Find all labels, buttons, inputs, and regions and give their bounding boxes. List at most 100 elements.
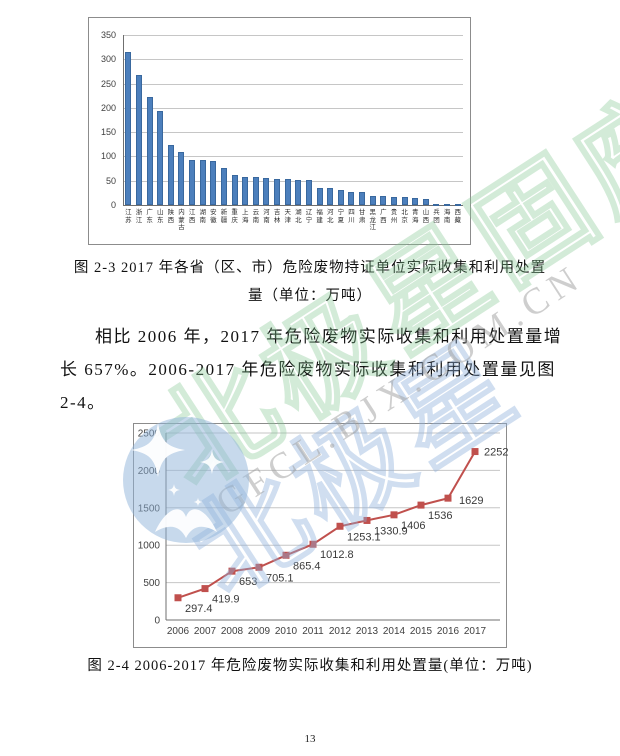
gridline xyxy=(123,107,463,109)
x-axis-label: 2017 xyxy=(464,626,487,637)
data-point-label: 1330.9 xyxy=(374,525,408,537)
data-point-label: 297.4 xyxy=(185,603,213,615)
bar xyxy=(316,188,323,205)
x-axis-label: 黑 龙 江 xyxy=(369,209,376,231)
data-point-marker xyxy=(336,522,344,530)
data-point-label: 1629 xyxy=(459,495,483,507)
data-point-marker xyxy=(417,501,425,509)
y-axis-label: 1000 xyxy=(138,541,161,552)
x-axis-label: 甘 肃 xyxy=(358,209,366,224)
x-axis-label: 2006 xyxy=(167,626,190,637)
x-axis-label: 2007 xyxy=(194,626,217,637)
bar xyxy=(231,175,238,205)
x-axis-label: 青 海 xyxy=(411,209,419,224)
x-axis-label: 贵 州 xyxy=(390,209,398,224)
bar xyxy=(220,167,227,205)
paragraph-line-3: 2-4。 xyxy=(60,393,106,412)
x-axis-label: 天 津 xyxy=(284,209,291,224)
bar xyxy=(401,197,408,205)
y-axis-label: 250 xyxy=(100,78,116,89)
figure-2-3-bar-chart: 0 50 100 150 200 250 300 350 江 苏浙 江广 东山 东陕 西内 蒙 … xyxy=(88,17,471,245)
bar xyxy=(444,203,451,206)
gridline xyxy=(123,59,463,61)
data-point-label: 865.4 xyxy=(293,560,321,572)
bar xyxy=(199,160,206,205)
figure-2-4-line-chart: 0 500 1000 1500 2000 2500 297.4 2006 419.9 2007 65… xyxy=(133,423,509,648)
x-axis-label: 2009 xyxy=(248,626,271,637)
bar xyxy=(337,190,344,205)
x-axis-label: 河 北 xyxy=(326,209,334,224)
y-axis-label: 0 xyxy=(154,616,160,627)
data-point-label: 1406 xyxy=(401,520,425,532)
x-axis-label: 2013 xyxy=(356,626,379,637)
data-point-marker xyxy=(363,516,371,524)
bar xyxy=(327,188,334,205)
bar-chart-plot-area: 0 50 100 150 200 250 300 350 江 苏浙 江广 东山 东陕 西内 蒙 … xyxy=(89,18,470,244)
figure-2-3-caption-line1: 图 2-3 2017 年各省（区、市）危险废物持证单位实际收集和利用处置 xyxy=(73,260,547,276)
y-axis-label: 1500 xyxy=(138,503,161,514)
x-axis-label: 安 徽 xyxy=(210,209,217,224)
x-axis-label: 吉 林 xyxy=(273,209,281,224)
y-axis-label: 100 xyxy=(100,151,116,162)
x-axis-label: 2016 xyxy=(437,626,460,637)
x-axis-label: 重 庆 xyxy=(231,209,238,224)
y-axis-label: 200 xyxy=(100,102,116,113)
y-axis-label: 500 xyxy=(143,578,160,589)
data-point-marker xyxy=(174,594,182,602)
x-axis-label: 浙 江 xyxy=(135,209,143,224)
gridline xyxy=(123,35,463,36)
x-axis-label: 河 南 xyxy=(263,209,270,224)
bar xyxy=(263,177,270,205)
data-line xyxy=(177,451,476,599)
bar xyxy=(252,177,259,205)
bar xyxy=(412,197,419,205)
figure-2-4-caption: 图 2-4 2006-2017 年危险废物实际收集和利用处置量(单位：万吨) xyxy=(87,658,533,674)
line-chart-plot-area: 0 500 1000 1500 2000 2500 297.4 2006 419.9 2007 65… xyxy=(138,429,509,638)
y-axis-label: 300 xyxy=(100,54,116,65)
bar xyxy=(167,144,174,205)
bar xyxy=(178,151,185,205)
data-point-label: 2252 xyxy=(484,447,508,459)
bar xyxy=(305,180,312,205)
data-point-marker xyxy=(444,494,452,502)
bar xyxy=(284,178,291,205)
y-axis-label: 50 xyxy=(105,175,116,186)
bar xyxy=(390,196,397,205)
data-point-label: 419.9 xyxy=(212,594,240,606)
x-axis-line xyxy=(123,205,463,206)
y-axis-label: 0 xyxy=(110,200,116,210)
x-axis-label: 2008 xyxy=(221,626,244,637)
data-point-marker xyxy=(201,585,209,593)
x-axis-label: 2010 xyxy=(275,626,298,637)
figure-2-3-caption-line2: 量（单位：万吨） xyxy=(248,288,372,304)
bar xyxy=(359,192,366,205)
bar xyxy=(348,191,355,205)
data-point-marker xyxy=(282,551,290,559)
bar xyxy=(210,160,217,205)
bar xyxy=(433,203,440,206)
x-axis-label: 陕 西 xyxy=(167,209,175,224)
bar xyxy=(189,159,196,205)
bar xyxy=(242,177,249,205)
x-axis-label: 上 海 xyxy=(241,209,249,224)
gridline xyxy=(123,156,463,158)
data-point-marker xyxy=(390,511,398,519)
bar xyxy=(380,196,387,205)
data-point-label: 1536 xyxy=(428,510,452,522)
y-axis-label: 2000 xyxy=(138,466,161,477)
data-point-marker xyxy=(255,563,263,571)
bar xyxy=(369,195,376,205)
bar xyxy=(454,203,461,206)
x-axis-label: 广 西 xyxy=(380,209,387,224)
bar xyxy=(295,179,302,205)
x-axis-label: 山 东 xyxy=(156,209,164,224)
page-number: 13 xyxy=(304,733,316,745)
bar xyxy=(125,52,132,205)
data-point-label: 653 xyxy=(239,576,257,588)
data-point-label: 1012.8 xyxy=(320,549,354,561)
x-axis-label: 2014 xyxy=(383,626,406,637)
x-axis-label: 2015 xyxy=(410,626,433,637)
gridline xyxy=(123,132,463,134)
data-point-marker xyxy=(471,448,479,456)
